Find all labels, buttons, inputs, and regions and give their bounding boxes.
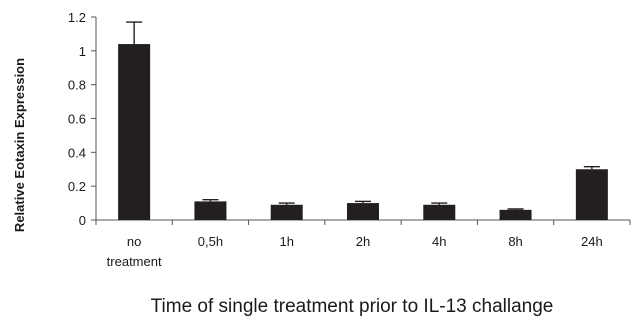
x-tick-label: 4h: [432, 234, 446, 249]
x-tick-label: 24h: [581, 234, 603, 249]
x-tick-label: no: [127, 234, 141, 249]
y-tick-label: 1: [79, 44, 86, 59]
bar: [118, 44, 151, 220]
bars: [118, 44, 608, 220]
bar: [194, 201, 227, 220]
x-tick-label: treatment: [107, 254, 162, 269]
x-tick-label: 2h: [356, 234, 370, 249]
x-axis-label: Time of single treatment prior to IL-13 …: [151, 296, 554, 317]
y-tick-label: 0.6: [68, 112, 86, 127]
y-tick-label: 0.8: [68, 78, 86, 93]
x-tick-label: 0,5h: [198, 234, 223, 249]
bar: [575, 169, 608, 220]
bar: [423, 204, 456, 220]
y-axis-label: Relative Eotaxin Expression: [12, 58, 27, 232]
x-axis: no treatment 0,5h 1h 2h 4h 8h 24h: [95, 219, 631, 269]
x-tick-label: 1h: [279, 234, 293, 249]
error-bars: [126, 21, 600, 210]
bar: [347, 203, 379, 220]
bar: [270, 204, 303, 220]
y-tick-label: 0.4: [68, 145, 86, 160]
bar: [499, 209, 532, 220]
y-tick-label: 1.2: [68, 10, 86, 25]
y-tick-label: 0.2: [68, 179, 86, 194]
y-tick-label: 0: [79, 213, 86, 228]
y-axis: 0 0.2 0.4 0.6 0.8 1 1.2: [68, 10, 97, 228]
x-tick-label: 8h: [508, 234, 522, 249]
